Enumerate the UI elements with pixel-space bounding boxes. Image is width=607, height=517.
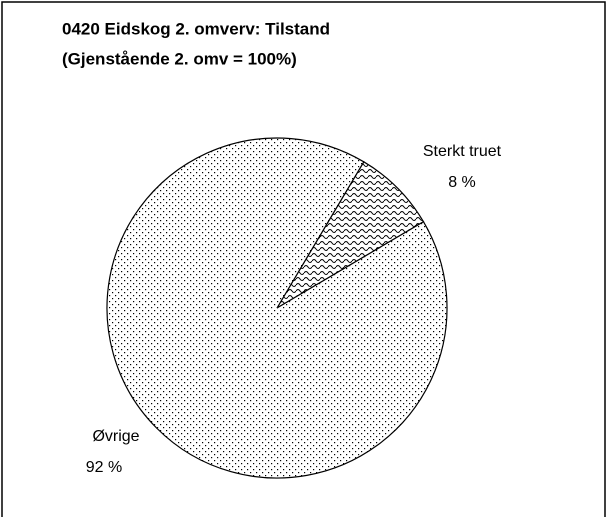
slice-value-label: 8 % <box>448 174 476 191</box>
chart-title: 0420 Eidskog 2. omverv: Tilstand <box>62 19 330 38</box>
slice-label: Sterkt truet <box>423 143 502 160</box>
pie-slice <box>106 137 448 479</box>
chart-subtitle: (Gjenstående 2. omv = 100%) <box>62 49 297 68</box>
slice-value-label: 92 % <box>86 459 122 476</box>
slice-label: Øvrige <box>92 428 139 445</box>
